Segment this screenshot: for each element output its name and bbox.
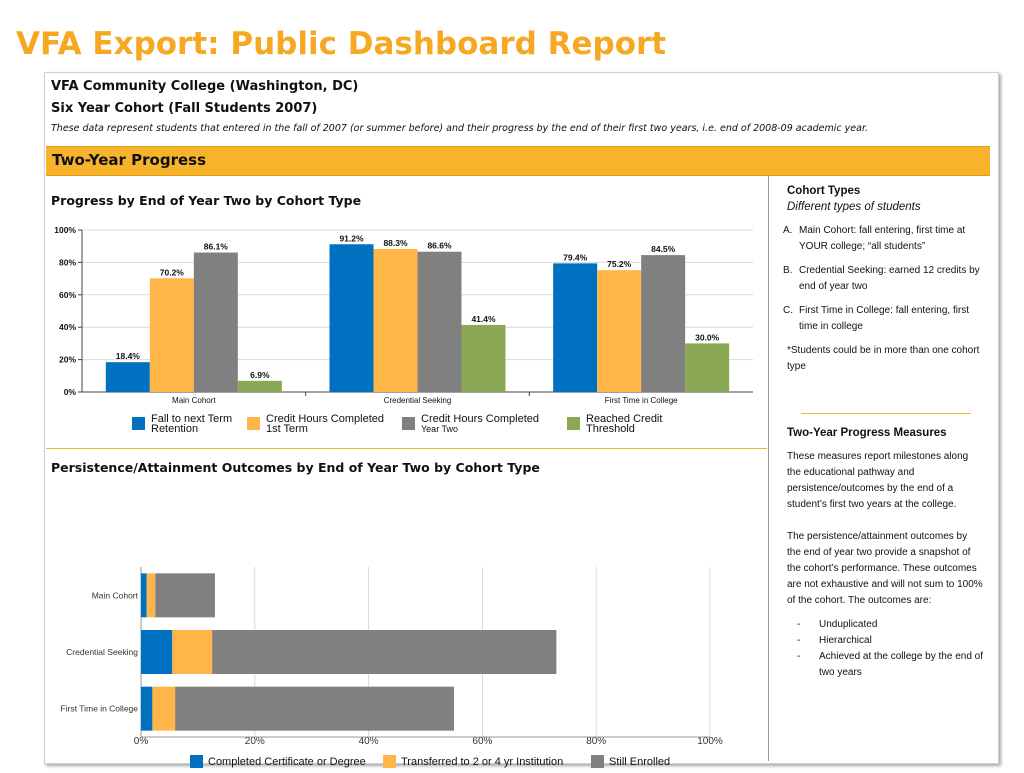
legend-swatch bbox=[567, 417, 580, 430]
data-label: 88.3% bbox=[383, 238, 408, 248]
y-tick-label: 40% bbox=[59, 322, 76, 332]
legend-label: Year Two bbox=[421, 424, 458, 434]
data-label: 75.2% bbox=[607, 259, 632, 269]
legend-label: Transferred to 2 or 4 yr Institution bbox=[401, 756, 563, 768]
sidebar-separator bbox=[801, 413, 971, 414]
bar bbox=[149, 278, 194, 392]
bar-segment bbox=[155, 573, 215, 618]
legend-label: Reached Credit bbox=[586, 413, 662, 425]
y-tick-label: First Time in College bbox=[61, 704, 139, 714]
bar bbox=[461, 324, 506, 392]
bar bbox=[105, 362, 150, 392]
cohort-title: Six Year Cohort (Fall Students 2007) bbox=[51, 101, 318, 116]
data-label: 18.4% bbox=[116, 351, 141, 361]
bar-segment bbox=[146, 573, 156, 618]
bar-segment bbox=[141, 686, 153, 731]
bar-segment bbox=[141, 630, 173, 674]
legend-label: Credit Hours Completed bbox=[266, 413, 384, 425]
x-tick-label: 80% bbox=[586, 736, 606, 747]
cohort-types-subheading: Different types of students bbox=[787, 201, 921, 213]
cohort-types-heading: Cohort Types bbox=[787, 185, 861, 197]
legend-label: 1st Term bbox=[266, 423, 308, 435]
y-tick-label: 100% bbox=[54, 225, 76, 235]
legend-swatch bbox=[591, 755, 604, 768]
bar bbox=[237, 380, 282, 392]
outcomes-chart-title: Persistence/Attainment Outcomes by End o… bbox=[51, 460, 540, 475]
cohort-note: *Students could be in more than one coho… bbox=[787, 345, 980, 372]
bar-segment bbox=[212, 630, 557, 674]
progress-chart-title: Progress by End of Year Two by Cohort Ty… bbox=[51, 193, 362, 208]
bar bbox=[417, 251, 462, 392]
outcomes-bar-chart: 0% 20% 40% 60% 80% 100% Main Cohort Credential … bbox=[61, 567, 723, 768]
bar bbox=[597, 270, 642, 392]
bar bbox=[373, 248, 418, 392]
x-tick-label: 0% bbox=[134, 736, 149, 747]
legend-label: Retention bbox=[151, 423, 198, 435]
measures-heading: Two-Year Progress Measures bbox=[787, 427, 947, 439]
y-tick-label: 20% bbox=[59, 355, 76, 365]
cohort-types-list: A. Main Cohort: fall entering, first time… bbox=[783, 223, 983, 335]
x-tick-label: Main Cohort bbox=[172, 396, 216, 405]
x-tick-label: First Time in College bbox=[605, 396, 678, 405]
measures-paragraph-1: These measures report milestones along t… bbox=[787, 451, 969, 510]
bar bbox=[193, 252, 238, 392]
legend-label: Completed Certificate or Degree bbox=[208, 756, 366, 768]
data-label: 84.5% bbox=[651, 244, 676, 254]
bar-segment bbox=[141, 573, 147, 618]
cohort-type-item: A. Main Cohort: fall entering, first time… bbox=[783, 225, 966, 252]
data-label: 6.9% bbox=[250, 370, 270, 380]
y-tick-label: 80% bbox=[59, 257, 76, 267]
vertical-divider bbox=[768, 176, 769, 761]
progress-bar-chart: 0% 20% 40% 60% 80% 100% 18.4% 70.2% 86.1% 6.9% Mai… bbox=[54, 225, 753, 435]
legend-swatch bbox=[132, 417, 145, 430]
cohort-types-panel: Cohort Types Different types of students… bbox=[783, 183, 983, 375]
legend-label: Credit Hours Completed bbox=[421, 413, 539, 425]
measures-bullet: - Achieved at the college by the end of t… bbox=[797, 651, 984, 678]
horizontal-divider bbox=[46, 448, 767, 449]
data-label: 70.2% bbox=[160, 267, 185, 277]
bar bbox=[685, 343, 730, 392]
data-label: 86.6% bbox=[427, 241, 452, 251]
data-label: 86.1% bbox=[204, 242, 229, 252]
x-tick-label: Credential Seeking bbox=[384, 396, 452, 405]
legend-label: Threshold bbox=[586, 423, 635, 435]
y-tick-label: 60% bbox=[59, 290, 76, 300]
section-band: Two-Year Progress bbox=[46, 146, 990, 176]
measures-bullet: - Unduplicated bbox=[797, 619, 878, 630]
legend-swatch bbox=[402, 417, 415, 430]
data-label: 91.2% bbox=[339, 233, 364, 243]
section-title: Two-Year Progress bbox=[52, 151, 207, 169]
x-tick-label: 100% bbox=[697, 736, 723, 747]
legend-swatch bbox=[190, 755, 203, 768]
data-label: 30.0% bbox=[695, 332, 720, 342]
bar-segment bbox=[175, 686, 454, 731]
legend-label: Fall to next Term bbox=[151, 413, 232, 425]
y-tick-label: 0% bbox=[64, 387, 77, 397]
report-description: These data represent students that enter… bbox=[51, 123, 868, 134]
cohort-type-item: B. Credential Seeking: earned 12 credits … bbox=[783, 265, 980, 292]
x-tick-label: 20% bbox=[245, 736, 265, 747]
slide-title: VFA Export: Public Dashboard Report bbox=[16, 26, 667, 62]
legend-swatch bbox=[383, 755, 396, 768]
legend-label: Still Enrolled bbox=[609, 756, 670, 768]
bar bbox=[553, 263, 598, 392]
x-tick-label: 60% bbox=[472, 736, 492, 747]
bar bbox=[329, 244, 374, 392]
measures-bullet: - Hierarchical bbox=[797, 635, 872, 646]
data-label: 79.4% bbox=[563, 252, 588, 262]
progress-measures-panel: Two-Year Progress Measures These measure… bbox=[787, 425, 983, 681]
report-panel: VFA Community College (Washington, DC) S… bbox=[44, 72, 999, 768]
bar bbox=[641, 255, 686, 392]
x-tick-label: 40% bbox=[359, 736, 379, 747]
y-tick-label: Main Cohort bbox=[92, 590, 139, 600]
y-tick-label: Credential Seeking bbox=[66, 647, 138, 657]
legend-swatch bbox=[247, 417, 260, 430]
bar-segment bbox=[152, 686, 176, 731]
bar-segment bbox=[172, 630, 213, 674]
institution-name: VFA Community College (Washington, DC) bbox=[51, 79, 359, 94]
measures-bullet-list: - Unduplicated - Hierarchical - Achieved at… bbox=[787, 617, 983, 681]
data-label: 41.4% bbox=[471, 314, 496, 324]
measures-paragraph-2: The persistence/attainment outcomes by t… bbox=[787, 531, 983, 606]
cohort-type-item: C. First Time in College: fall entering, … bbox=[783, 305, 970, 332]
